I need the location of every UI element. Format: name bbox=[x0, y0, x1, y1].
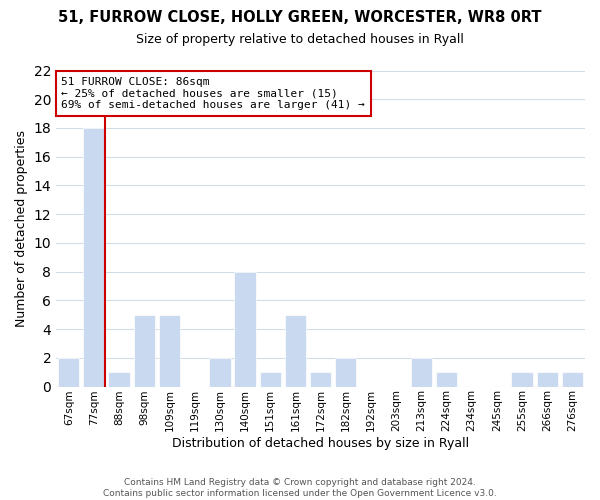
Bar bbox=[260, 372, 281, 386]
Bar bbox=[83, 128, 104, 386]
Text: Contains HM Land Registry data © Crown copyright and database right 2024.
Contai: Contains HM Land Registry data © Crown c… bbox=[103, 478, 497, 498]
X-axis label: Distribution of detached houses by size in Ryall: Distribution of detached houses by size … bbox=[172, 437, 469, 450]
Bar bbox=[310, 372, 331, 386]
Bar bbox=[235, 272, 256, 386]
Bar bbox=[536, 372, 558, 386]
Text: 51 FURROW CLOSE: 86sqm
← 25% of detached houses are smaller (15)
69% of semi-det: 51 FURROW CLOSE: 86sqm ← 25% of detached… bbox=[61, 77, 365, 110]
Bar bbox=[159, 314, 180, 386]
Bar bbox=[58, 358, 79, 386]
Bar bbox=[335, 358, 356, 386]
Y-axis label: Number of detached properties: Number of detached properties bbox=[15, 130, 28, 327]
Bar bbox=[511, 372, 533, 386]
Bar bbox=[436, 372, 457, 386]
Bar bbox=[109, 372, 130, 386]
Bar bbox=[410, 358, 432, 386]
Text: Size of property relative to detached houses in Ryall: Size of property relative to detached ho… bbox=[136, 32, 464, 46]
Text: 51, FURROW CLOSE, HOLLY GREEN, WORCESTER, WR8 0RT: 51, FURROW CLOSE, HOLLY GREEN, WORCESTER… bbox=[58, 10, 542, 25]
Bar bbox=[209, 358, 230, 386]
Bar bbox=[284, 314, 306, 386]
Bar bbox=[134, 314, 155, 386]
Bar bbox=[562, 372, 583, 386]
